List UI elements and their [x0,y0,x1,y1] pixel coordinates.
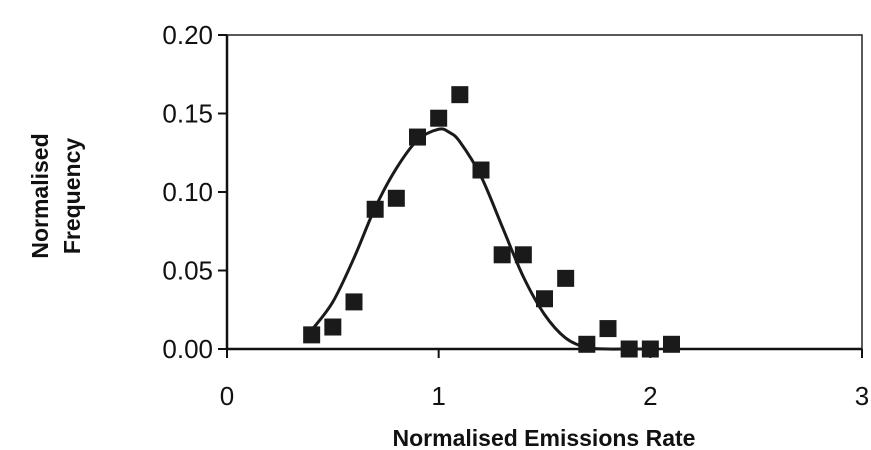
data-point-marker [430,109,448,127]
y-tick-label: 0.05 [162,256,213,286]
data-point-marker [557,269,575,287]
y-tick-label: 0.20 [162,20,213,50]
data-point-marker [536,290,553,308]
data-point-marker [387,189,405,207]
data-point-marker [578,335,596,353]
data-point-marker [472,161,490,179]
x-axis-title: Normalised Emissions Rate [393,425,696,450]
data-point-marker [663,335,680,353]
x-tick-label: 2 [643,381,657,411]
data-point-marker [409,128,426,146]
x-tick-label: 0 [220,381,234,411]
x-tick-label: 1 [431,381,445,411]
data-point-marker [620,340,638,358]
data-point-marker [599,320,617,338]
data-points-layer [303,86,680,358]
data-point-marker [641,340,659,358]
data-point-marker [493,246,511,264]
data-point-marker [303,326,321,344]
y-tick-label: 0.00 [162,334,213,364]
y-axis: 0.00 0.05 0.10 0.15 0.20 [162,20,227,364]
data-point-marker [366,200,384,218]
x-tick-label: 3 [855,381,869,411]
y-tick-label: 0.10 [162,177,213,207]
data-point-marker [514,246,532,264]
x-axis: 0 1 2 3 [220,349,869,411]
data-point-marker [345,293,363,311]
y-axis-title-line-1: Normalised [27,133,53,258]
y-tick-label: 0.15 [162,99,213,129]
data-point-marker [324,318,342,336]
y-axis-title-line-2: Frequency [59,138,85,255]
data-point-marker [451,86,469,104]
